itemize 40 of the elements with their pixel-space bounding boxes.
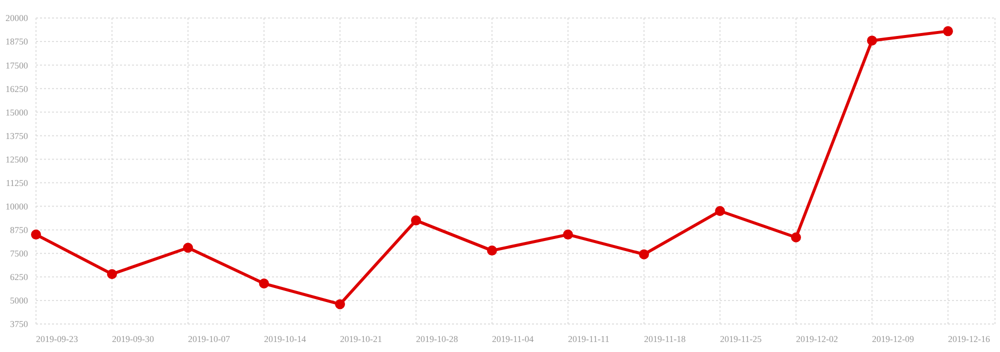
y-tick-label: 3750 bbox=[10, 319, 28, 330]
y-tick-label: 17500 bbox=[6, 60, 28, 70]
y-tick-label: 18750 bbox=[6, 36, 28, 47]
y-tick-label: 11250 bbox=[6, 178, 28, 188]
x-tick-label: 2019-11-18 bbox=[644, 334, 686, 344]
point bbox=[487, 246, 497, 256]
x-tick-label: 2019-10-07 bbox=[188, 334, 230, 344]
y-tick-label: 8750 bbox=[10, 225, 28, 236]
point bbox=[791, 232, 801, 242]
y-tick-label: 6250 bbox=[10, 272, 28, 282]
x-tick-label: 2019-09-23 bbox=[36, 334, 78, 344]
x-tick-label: 2019-12-16 bbox=[948, 334, 990, 344]
point bbox=[867, 36, 877, 46]
point bbox=[183, 242, 193, 253]
y-tick-label: 20000 bbox=[6, 13, 28, 24]
point bbox=[31, 230, 41, 240]
point bbox=[259, 278, 269, 289]
x-tick-label: 2019-10-14 bbox=[264, 334, 306, 344]
x-tick-label: 2019-09-30 bbox=[112, 334, 154, 344]
x-tick-label: 2019-11-11 bbox=[568, 334, 610, 344]
x-tick-label: 2019-12-02 bbox=[796, 334, 838, 344]
x-tick-label: 2019-10-21 bbox=[340, 334, 382, 344]
point bbox=[335, 299, 345, 310]
y-tick-label: 12500 bbox=[6, 154, 28, 164]
y-tick-label: 5000 bbox=[10, 296, 28, 306]
point bbox=[563, 230, 573, 240]
y-tick-label: 10000 bbox=[6, 202, 28, 212]
y-tick-label: 15000 bbox=[6, 107, 28, 118]
y-tick-label: 7500 bbox=[10, 248, 28, 259]
point bbox=[107, 269, 117, 280]
y-tick-label: 13750 bbox=[6, 130, 28, 141]
point bbox=[943, 26, 953, 36]
x-tick-label: 2019-11-04 bbox=[492, 334, 534, 344]
x-tick-label: 2019-10-28 bbox=[416, 334, 458, 344]
point bbox=[639, 249, 649, 260]
x-tick-label: 2019-12-09 bbox=[872, 334, 914, 344]
point bbox=[715, 206, 725, 216]
y-tick-label: 16250 bbox=[6, 84, 28, 94]
x-tick-label: 2019-11-25 bbox=[720, 334, 762, 344]
point bbox=[411, 215, 421, 226]
